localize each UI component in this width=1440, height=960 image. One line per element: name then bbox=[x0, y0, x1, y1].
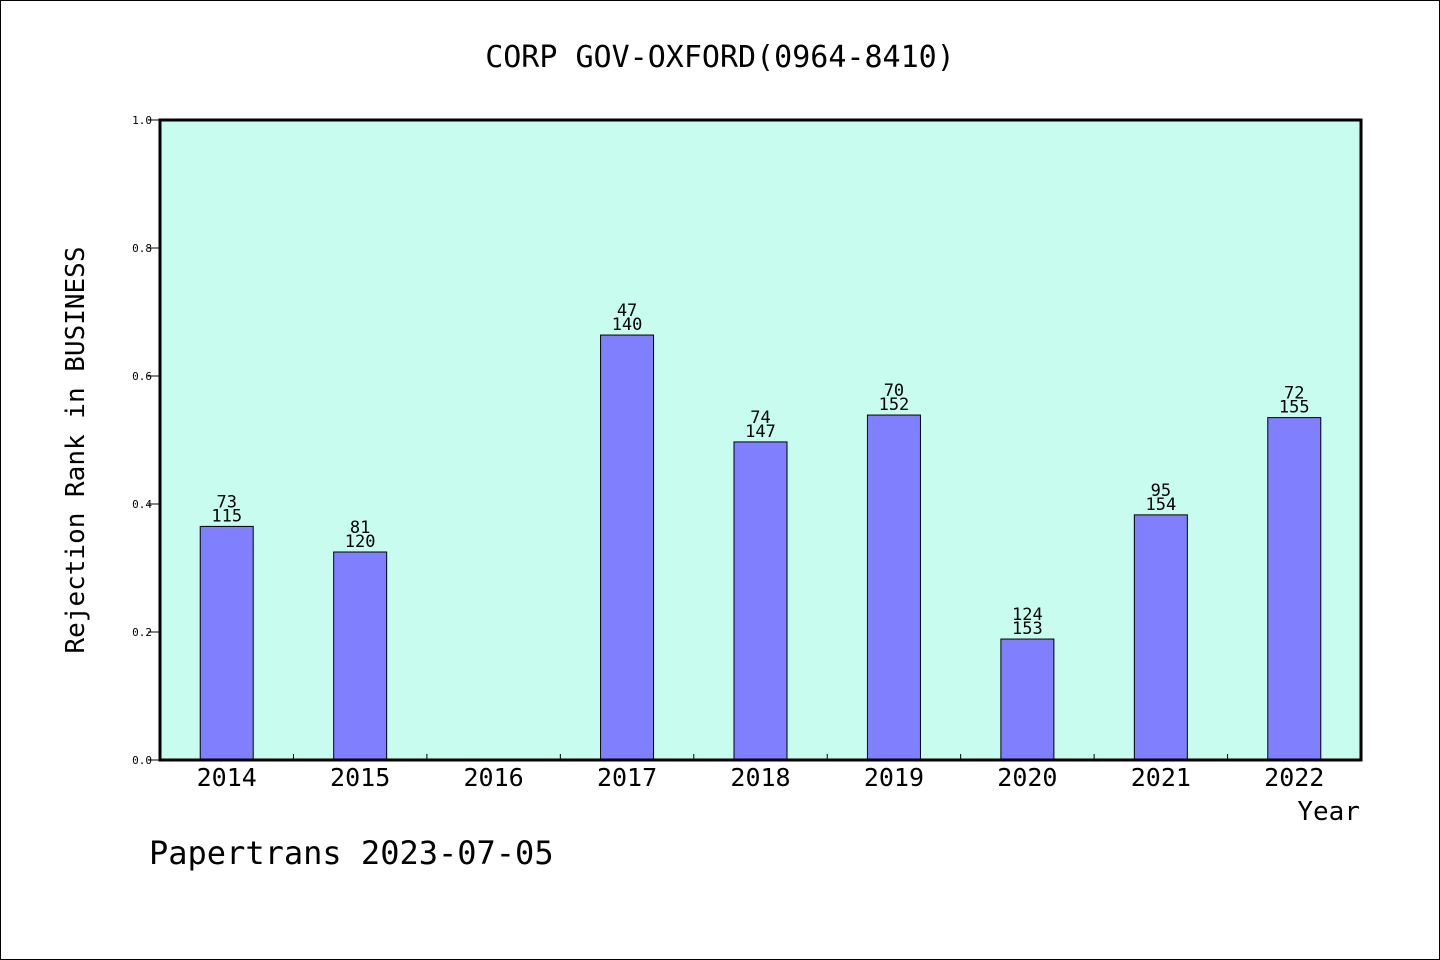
bar-label-top-2019: 70 bbox=[884, 381, 904, 401]
bar-2021 bbox=[1133, 514, 1188, 761]
x-axis-label: Year bbox=[1297, 797, 1360, 827]
bar-2018 bbox=[733, 441, 788, 761]
bar-2014 bbox=[199, 525, 254, 761]
bar-2015 bbox=[333, 551, 388, 761]
bar-2022 bbox=[1267, 417, 1322, 761]
y-tick-label-0.6: 0.6 bbox=[132, 370, 152, 383]
bar-label-top-2014: 73 bbox=[216, 492, 236, 512]
x-tick-label-2018: 2018 bbox=[730, 763, 790, 792]
x-tick-label-2020: 2020 bbox=[997, 763, 1057, 792]
x-tick-label-2015: 2015 bbox=[330, 763, 390, 792]
x-axis: 2014 2015 2016 2017 2018 2019 2020 2021 2022 bbox=[197, 754, 1324, 792]
y-axis-label: Rejection Rank in BUSINESS bbox=[61, 247, 91, 654]
bar-label-bottom-2022: 155 bbox=[1279, 398, 1310, 418]
plot-border bbox=[158, 118, 1363, 762]
y-tick-label-0.0: 0.0 bbox=[132, 754, 152, 767]
footer-date-stamp: Papertrans 2023-07-05 bbox=[149, 834, 554, 872]
bar-label-top-2018: 74 bbox=[750, 408, 770, 428]
bar-label-top-2020: 124 bbox=[1012, 605, 1043, 625]
y-tick-label-0.4: 0.4 bbox=[132, 498, 152, 511]
bar-label-bottom-2020: 153 bbox=[1012, 619, 1043, 639]
bar-2020 bbox=[1000, 638, 1055, 761]
bar-label-bottom-2017: 140 bbox=[612, 315, 643, 335]
bar-label-top-2022: 72 bbox=[1284, 384, 1304, 404]
x-tick-label-2017: 2017 bbox=[597, 763, 657, 792]
bar-label-bottom-2021: 154 bbox=[1145, 495, 1176, 515]
bar-label-bottom-2014: 115 bbox=[211, 506, 242, 526]
bars-group bbox=[199, 334, 1322, 761]
chart-title: CORP GOV-OXFORD(0964-8410) bbox=[485, 40, 955, 75]
y-axis: 0.0 0.2 0.4 0.6 0.8 1.0 bbox=[132, 114, 160, 767]
bar-label-top-2015: 81 bbox=[350, 518, 370, 538]
x-tick-label-2019: 2019 bbox=[864, 763, 924, 792]
x-tick-label-2014: 2014 bbox=[197, 763, 257, 792]
y-tick-label-0.2: 0.2 bbox=[132, 626, 152, 639]
bar-2019 bbox=[866, 414, 921, 761]
y-tick-label-1.0: 1.0 bbox=[132, 114, 152, 127]
bar-label-top-2021: 95 bbox=[1151, 481, 1171, 501]
bar-label-bottom-2015: 120 bbox=[345, 532, 376, 552]
x-tick-label-2016: 2016 bbox=[464, 763, 524, 792]
x-tick-label-2022: 2022 bbox=[1264, 763, 1324, 792]
bar-label-bottom-2018: 147 bbox=[745, 422, 776, 442]
bar-label-top-2017: 47 bbox=[617, 301, 637, 321]
x-tick-label-2021: 2021 bbox=[1131, 763, 1191, 792]
bar-2017 bbox=[600, 334, 655, 761]
y-tick-label-0.8: 0.8 bbox=[132, 242, 152, 255]
bar-label-bottom-2019: 152 bbox=[879, 395, 910, 415]
